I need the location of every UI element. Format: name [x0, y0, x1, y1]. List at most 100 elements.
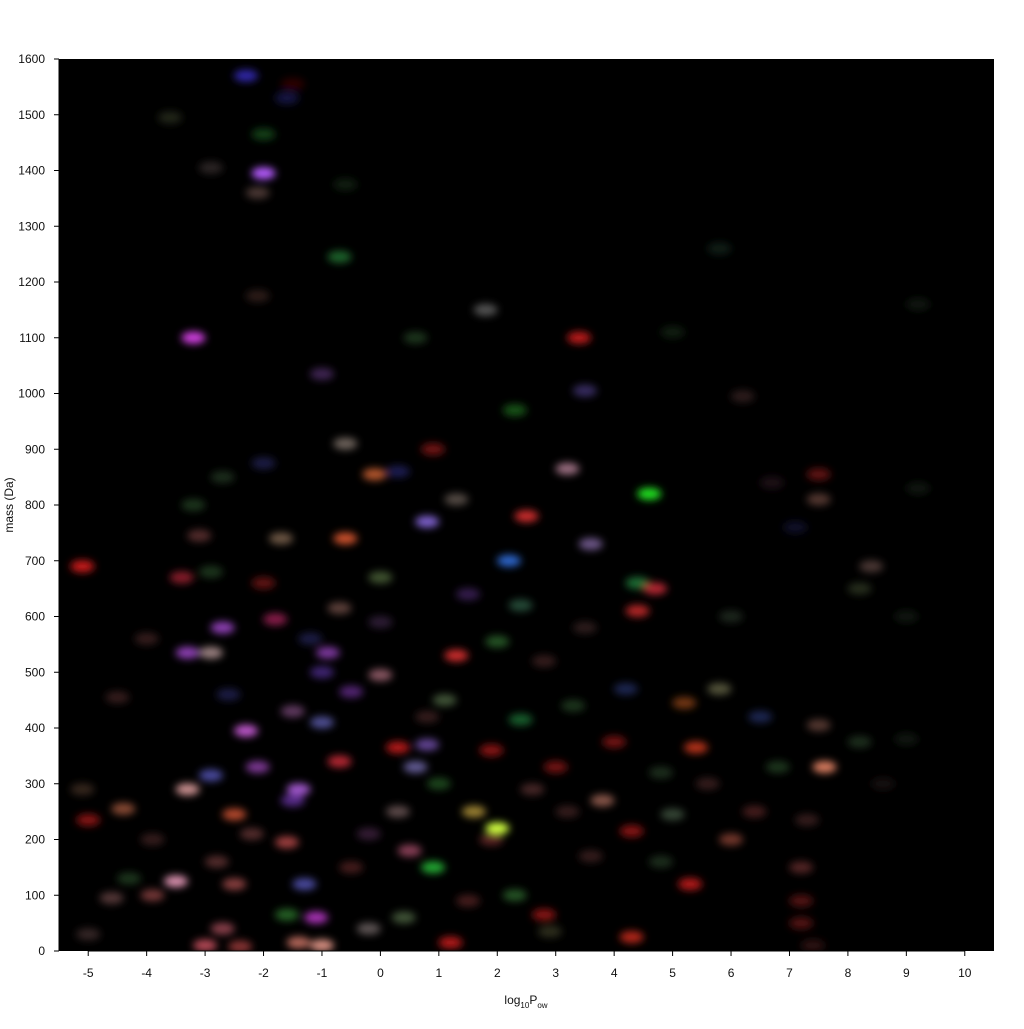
data-point: [181, 331, 206, 344]
data-point: [421, 861, 445, 874]
data-point: [795, 813, 819, 826]
data-point: [251, 577, 276, 590]
data-point: [800, 939, 825, 951]
data-point: [789, 894, 814, 907]
x-tick-label: 9: [903, 966, 910, 980]
data-point: [783, 521, 808, 534]
data-point: [572, 384, 597, 397]
data-point: [280, 705, 305, 718]
data-point: [660, 808, 685, 821]
data-point: [567, 331, 592, 344]
x-tick-label: 8: [845, 966, 852, 980]
data-point: [181, 499, 206, 511]
data-point: [502, 404, 527, 417]
data-point: [730, 390, 755, 403]
data-point: [496, 554, 521, 567]
data-point: [70, 783, 95, 796]
y-tick-label: 600: [25, 610, 45, 624]
data-point: [625, 604, 650, 617]
data-point: [444, 649, 469, 662]
data-point: [140, 833, 165, 846]
x-axis-label-sub1: 10: [520, 1001, 529, 1010]
x-tick-label: 6: [728, 966, 735, 980]
data-point: [339, 685, 364, 698]
y-tick-label: 1000: [18, 387, 45, 401]
data-point: [415, 710, 440, 723]
data-point: [286, 783, 311, 796]
data-point: [578, 850, 603, 863]
y-tick-label: 400: [25, 721, 45, 735]
data-point: [385, 741, 410, 754]
data-point: [508, 599, 533, 612]
y-tick-label: 200: [25, 833, 45, 847]
data-point: [368, 616, 393, 629]
data-point: [333, 437, 358, 450]
data-point: [286, 936, 311, 949]
y-tick-label: 900: [25, 442, 45, 456]
data-point: [193, 939, 218, 951]
data-point: [906, 298, 931, 311]
data-point: [520, 783, 545, 796]
data-point: [175, 646, 200, 659]
data-point: [426, 777, 451, 790]
data-point: [274, 836, 299, 849]
y-tick-label: 800: [25, 498, 45, 512]
x-axis-label: log10Pow: [504, 993, 547, 1010]
data-point: [198, 161, 223, 174]
data-point: [438, 936, 463, 949]
data-point: [111, 802, 136, 815]
x-tick-label: 4: [611, 966, 618, 980]
data-point: [234, 69, 258, 82]
y-tick-label: 1500: [18, 108, 45, 122]
x-tick-label: 10: [958, 966, 972, 980]
data-point: [847, 735, 872, 748]
data-point: [385, 805, 410, 818]
data-point: [648, 855, 673, 868]
data-point: [859, 560, 884, 573]
x-axis-label-main: log: [504, 993, 520, 1007]
data-point: [695, 777, 720, 790]
data-point: [806, 493, 831, 506]
y-tick-label: 1600: [18, 52, 45, 66]
data-point: [543, 761, 568, 774]
y-tick-label: 1400: [18, 164, 45, 178]
axes: 0100200300400500600700800900100011001200…: [18, 52, 971, 980]
data-point: [572, 621, 597, 634]
data-point: [485, 822, 510, 835]
data-point: [274, 908, 299, 921]
data-point: [456, 894, 481, 907]
data-point: [707, 682, 732, 695]
data-point: [397, 844, 422, 857]
data-points: [70, 69, 931, 951]
data-point: [578, 538, 603, 551]
data-point: [327, 602, 352, 615]
data-point: [759, 476, 784, 489]
data-point: [216, 688, 241, 701]
data-point: [198, 769, 223, 782]
data-point: [619, 825, 644, 838]
data-point: [719, 610, 744, 623]
data-point: [672, 696, 697, 709]
data-point: [274, 92, 299, 105]
data-point: [432, 694, 457, 707]
data-point: [415, 515, 440, 528]
x-axis-label-sub2: ow: [537, 1001, 547, 1010]
data-point: [473, 303, 498, 316]
y-tick-label: 1100: [19, 331, 45, 345]
x-tick-label: 3: [552, 966, 559, 980]
data-point: [485, 635, 510, 648]
data-point: [648, 766, 673, 779]
x-tick-label: -5: [83, 966, 94, 980]
data-point: [239, 827, 264, 840]
data-point: [251, 457, 276, 470]
data-point: [602, 735, 627, 748]
data-point: [660, 326, 685, 339]
data-point: [222, 878, 247, 891]
data-point: [555, 805, 580, 818]
data-point: [163, 875, 188, 888]
plot-background: [59, 59, 994, 951]
data-point: [70, 560, 95, 573]
y-axis-label: mass (Da): [2, 477, 16, 532]
data-point: [613, 682, 638, 695]
